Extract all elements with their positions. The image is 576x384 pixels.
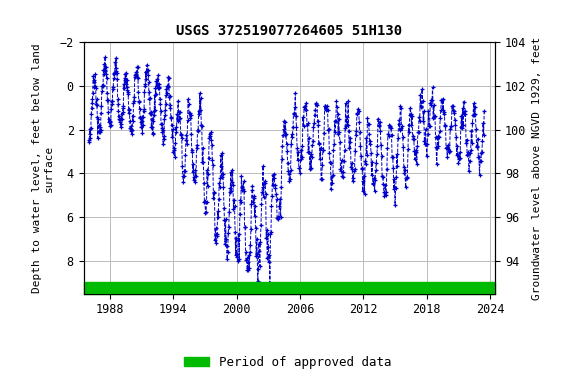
Y-axis label: Groundwater level above NGVD 1929, feet: Groundwater level above NGVD 1929, feet	[532, 36, 542, 300]
Legend: Period of approved data: Period of approved data	[179, 351, 397, 374]
Title: USGS 372519077264605 51H130: USGS 372519077264605 51H130	[176, 24, 403, 38]
Y-axis label: Depth to water level, feet below land
surface: Depth to water level, feet below land su…	[32, 43, 54, 293]
Bar	[84, 282, 495, 294]
